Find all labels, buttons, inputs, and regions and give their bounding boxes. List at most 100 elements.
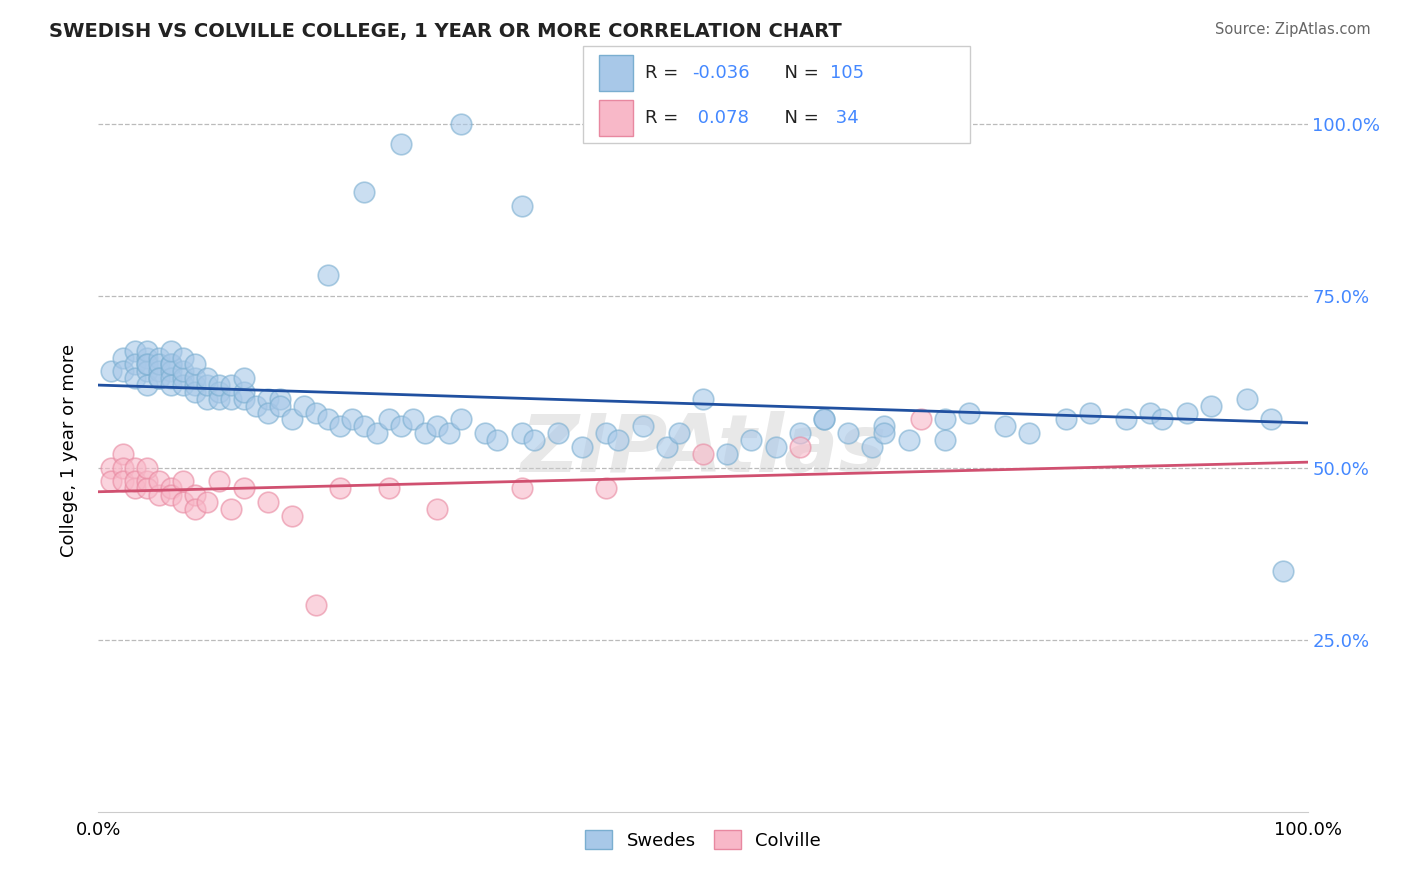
Point xyxy=(957,406,980,420)
Point xyxy=(595,481,617,495)
Point xyxy=(195,495,218,509)
Point xyxy=(148,364,170,378)
Point xyxy=(256,495,278,509)
Point xyxy=(860,440,883,454)
Text: R =: R = xyxy=(645,64,685,82)
Point xyxy=(135,364,157,378)
Point xyxy=(135,358,157,372)
Point xyxy=(124,460,146,475)
Text: 0.078: 0.078 xyxy=(692,109,748,127)
Point xyxy=(595,426,617,441)
Point xyxy=(316,412,339,426)
Point xyxy=(111,475,134,489)
Point xyxy=(208,392,231,406)
Point xyxy=(172,378,194,392)
Point xyxy=(631,419,654,434)
Point xyxy=(716,447,738,461)
Point xyxy=(316,268,339,282)
Point xyxy=(789,440,811,454)
Point xyxy=(1236,392,1258,406)
Point xyxy=(510,426,533,441)
Point xyxy=(160,371,183,385)
Point xyxy=(160,481,183,495)
Point xyxy=(208,384,231,399)
Point xyxy=(245,399,267,413)
Text: N =: N = xyxy=(773,109,825,127)
Point xyxy=(184,502,207,516)
Point xyxy=(172,495,194,509)
Point xyxy=(232,481,254,495)
Point xyxy=(195,371,218,385)
Point xyxy=(1272,564,1295,578)
Point xyxy=(692,447,714,461)
Point xyxy=(389,419,412,434)
Text: 34: 34 xyxy=(830,109,858,127)
Text: Source: ZipAtlas.com: Source: ZipAtlas.com xyxy=(1215,22,1371,37)
Point xyxy=(1018,426,1040,441)
Point xyxy=(135,378,157,392)
Point xyxy=(426,419,449,434)
Point xyxy=(994,419,1017,434)
Point xyxy=(184,488,207,502)
Point xyxy=(100,364,122,378)
Point xyxy=(269,399,291,413)
Point xyxy=(1175,406,1198,420)
Point xyxy=(329,481,352,495)
Point xyxy=(1054,412,1077,426)
Point xyxy=(1152,412,1174,426)
Point xyxy=(934,433,956,447)
Point xyxy=(607,433,630,447)
Point xyxy=(329,419,352,434)
Point xyxy=(256,392,278,406)
Point xyxy=(765,440,787,454)
Point xyxy=(184,371,207,385)
Point xyxy=(184,378,207,392)
Point xyxy=(135,475,157,489)
Point xyxy=(148,488,170,502)
Point xyxy=(389,137,412,152)
Point xyxy=(1199,399,1222,413)
Point xyxy=(135,358,157,372)
Point xyxy=(377,481,399,495)
Point xyxy=(789,426,811,441)
Point xyxy=(510,481,533,495)
Point xyxy=(160,364,183,378)
Point xyxy=(111,351,134,365)
Point xyxy=(1115,412,1137,426)
Point xyxy=(148,358,170,372)
Point xyxy=(135,481,157,495)
Point xyxy=(740,433,762,447)
Point xyxy=(124,343,146,358)
Text: SWEDISH VS COLVILLE COLLEGE, 1 YEAR OR MORE CORRELATION CHART: SWEDISH VS COLVILLE COLLEGE, 1 YEAR OR M… xyxy=(49,22,842,41)
Point xyxy=(135,460,157,475)
Point xyxy=(195,392,218,406)
Legend: Swedes, Colville: Swedes, Colville xyxy=(578,823,828,857)
Point xyxy=(221,392,243,406)
Point xyxy=(221,378,243,392)
Point xyxy=(571,440,593,454)
Point xyxy=(256,406,278,420)
Point xyxy=(172,364,194,378)
Point xyxy=(873,419,896,434)
Point xyxy=(148,475,170,489)
Point xyxy=(111,447,134,461)
Point xyxy=(547,426,569,441)
Point xyxy=(474,426,496,441)
Point xyxy=(934,412,956,426)
Point xyxy=(124,358,146,372)
Point xyxy=(232,392,254,406)
Point xyxy=(148,351,170,365)
Text: R =: R = xyxy=(645,109,685,127)
Point xyxy=(1139,406,1161,420)
Point xyxy=(124,371,146,385)
Point xyxy=(160,343,183,358)
Point xyxy=(124,475,146,489)
Point xyxy=(208,475,231,489)
Point xyxy=(184,358,207,372)
Point xyxy=(160,358,183,372)
Point xyxy=(813,412,835,426)
Point xyxy=(135,343,157,358)
Point xyxy=(172,351,194,365)
Point xyxy=(668,426,690,441)
Point xyxy=(366,426,388,441)
